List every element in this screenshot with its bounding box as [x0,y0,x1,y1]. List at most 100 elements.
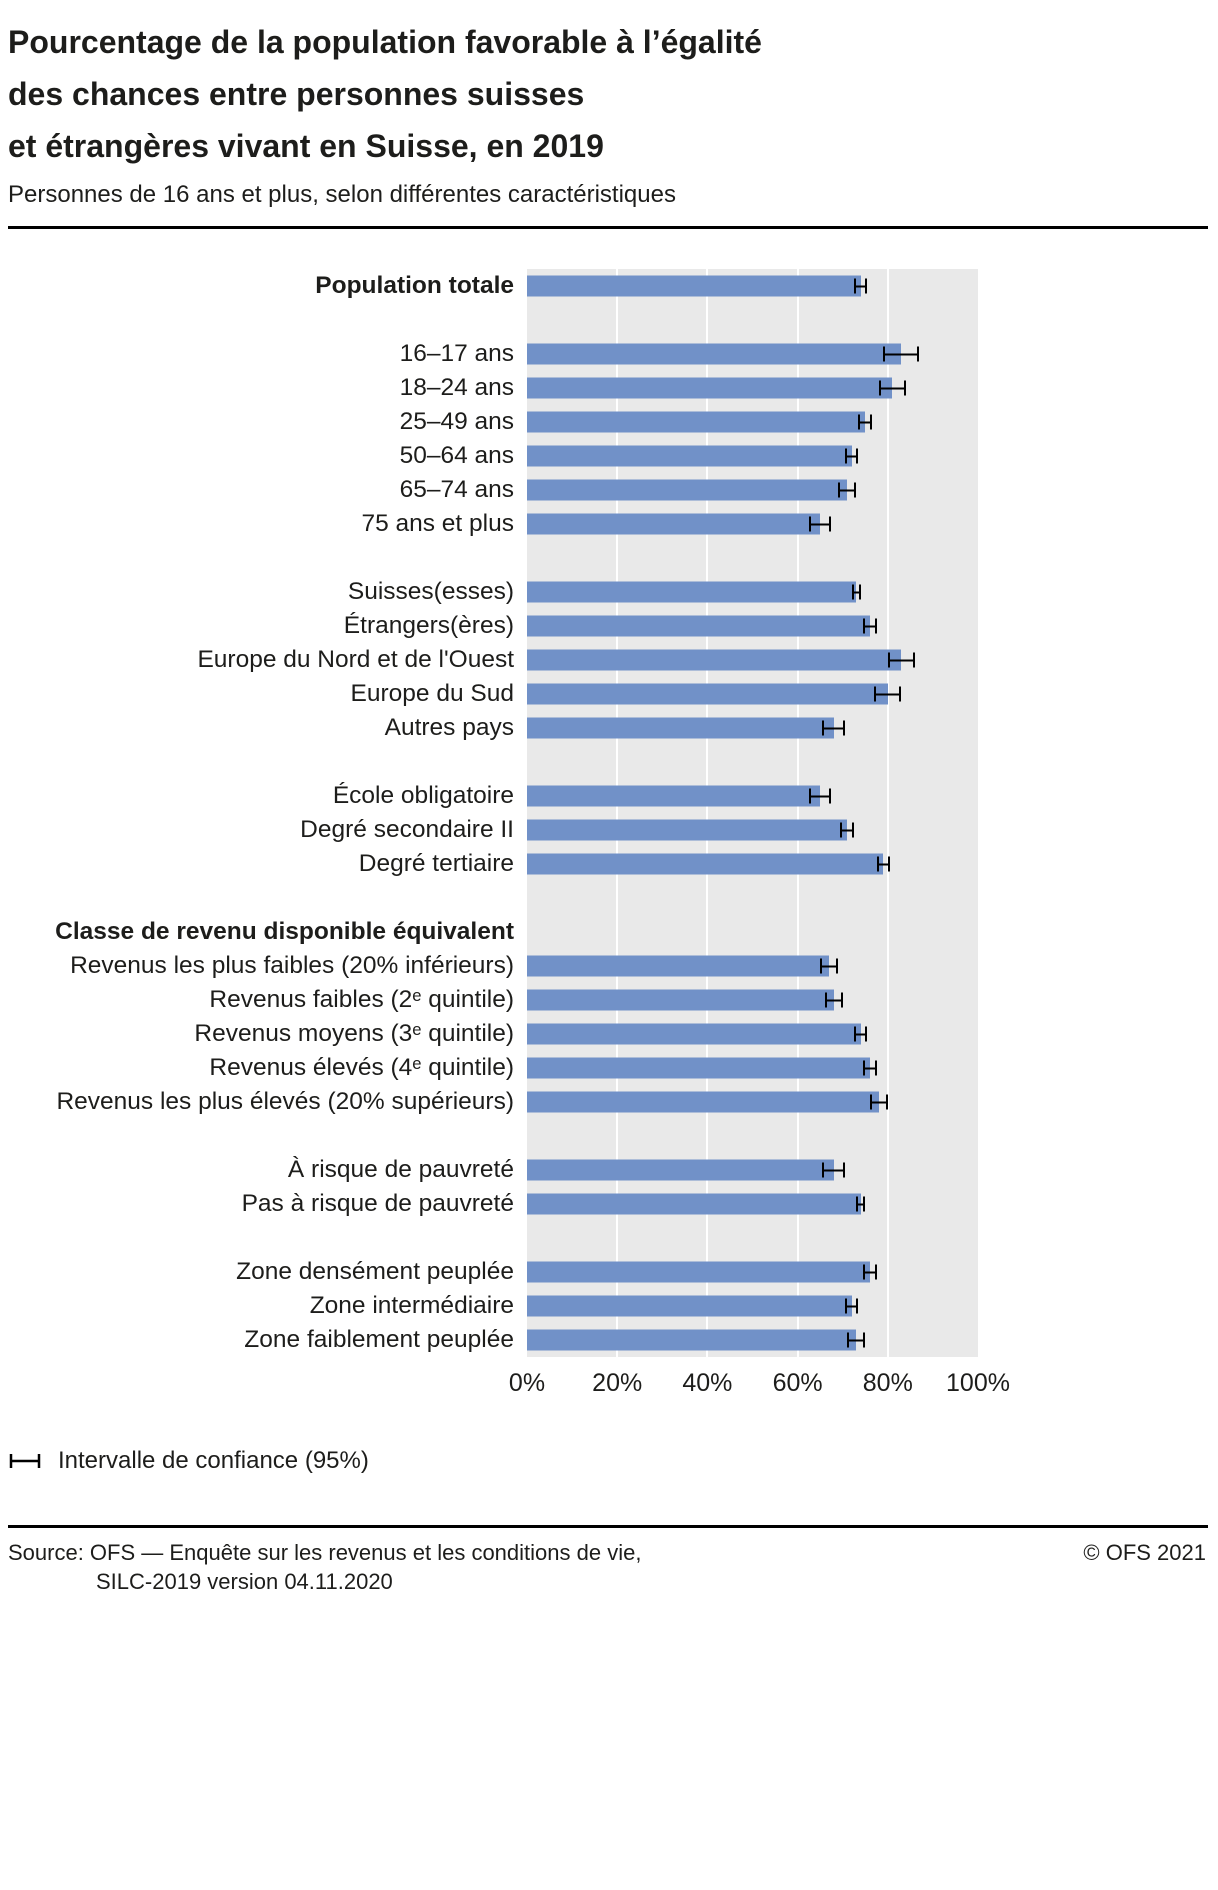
row-plot [527,915,978,949]
row-plot [527,507,978,541]
row-plot [527,949,978,983]
row-plot [527,473,978,507]
row-plot [527,677,978,711]
row-plot [527,711,978,745]
row-plot [527,337,978,371]
legend-label: Intervalle de confiance (95%) [58,1447,369,1474]
row-label: Zone faiblement peuplée [244,1326,514,1353]
chart-group-header-row: Classe de revenu disponible équivalent [8,915,1208,949]
chart-bar-row: 75 ans et plus [8,507,1208,541]
error-bar [808,788,832,804]
row-plot [527,303,978,337]
row-label: École obligatoire [332,782,514,809]
error-bar [822,720,845,736]
row-label: Revenus faibles (2ᵉ quintile) [209,986,514,1013]
row-plot [527,1289,978,1323]
value-bar [527,275,861,297]
row-plot [527,1187,978,1221]
error-bar [858,414,872,430]
chart-bar-row: À risque de pauvreté [8,1153,1208,1187]
row-label: 25–49 ans [399,408,514,435]
row-label: Degré tertiaire [358,850,514,877]
value-bar [527,1057,870,1079]
chart-bar-row: Degré tertiaire [8,847,1208,881]
chart-bar-row: 25–49 ans [8,405,1208,439]
source-note: Source: OFS — Enquête sur les revenus et… [8,1538,641,1596]
chart-bar-row: Revenus les plus faibles (20% inférieurs… [8,949,1208,983]
error-bar [862,1264,877,1280]
chart-bar-row: Population totale [8,269,1208,303]
value-bar [527,445,852,467]
value-bar [527,343,902,365]
row-plot [527,745,978,779]
footer: Source: OFS — Enquête sur les revenus et… [8,1538,1208,1596]
row-label: Autres pays [384,714,514,741]
value-bar [527,989,834,1011]
chart-bar-row: Revenus élevés (4ᵉ quintile) [8,1051,1208,1085]
row-plot [527,1255,978,1289]
chart-bar-row: Revenus faibles (2ᵉ quintile) [8,983,1208,1017]
x-tick-label: 80% [862,1369,913,1397]
row-label: Revenus les plus élevés (20% supérieurs) [56,1088,514,1115]
row-plot [527,1221,978,1255]
value-bar [527,1329,857,1351]
row-label: Étrangers(ères) [343,612,514,639]
value-bar [527,1091,879,1113]
chart-plot-area: Population totale 16–17 ans 18–24 ans 25–49… [8,269,1208,1357]
error-bar [878,380,906,396]
row-label: Suisses(esses) [347,578,514,605]
x-tick-label: 60% [772,1369,823,1397]
bar-chart: Population totale 16–17 ans 18–24 ans 25–49… [8,269,1208,1401]
chart-bar-row: Europe du Sud [8,677,1208,711]
value-bar [527,581,857,603]
row-plot [527,1085,978,1119]
value-bar [527,1023,861,1045]
row-label: Degré secondaire II [300,816,514,843]
error-bar [853,278,868,294]
copyright: © OFS 2021 [1083,1540,1206,1565]
chart-bar-row: Zone densément peuplée [8,1255,1208,1289]
row-label: Revenus moyens (3ᵉ quintile) [194,1020,514,1047]
value-bar [527,479,848,501]
chart-bar-row: Autres pays [8,711,1208,745]
value-bar [527,955,830,977]
row-plot [527,1017,978,1051]
gridline [796,269,799,1357]
row-plot [527,881,978,915]
source-line-1: Source: OFS — Enquête sur les revenus et… [8,1540,642,1565]
confidence-interval-icon [9,1454,41,1468]
error-bar [824,992,843,1008]
chart-bar-row: 18–24 ans [8,371,1208,405]
error-bar [851,584,861,600]
chart-subtitle: Personnes de 16 ans et plus, selon diffé… [8,181,676,208]
value-bar [527,853,884,875]
x-tick-label: 40% [682,1369,733,1397]
row-label: Population totale [315,272,514,299]
row-plot [527,439,978,473]
value-bar [527,377,893,399]
row-plot [527,575,978,609]
value-bar [527,717,834,739]
row-plot [527,541,978,575]
error-bar [862,1060,877,1076]
header-divider [8,226,1208,229]
chart-bar-row: Europe du Nord et de l'Ouest [8,643,1208,677]
x-tick-label: 20% [592,1369,643,1397]
chart-bar-row: Zone faiblement peuplée [8,1323,1208,1357]
row-plot [527,1153,978,1187]
chart-bar-row: 65–74 ans [8,473,1208,507]
row-plot [527,609,978,643]
value-bar [527,819,848,841]
gridline [706,269,709,1357]
value-bar [527,649,902,671]
error-bar [844,1298,859,1314]
error-bar [838,482,857,498]
chart-spacer-row [8,541,1208,575]
row-label: 16–17 ans [399,340,514,367]
row-label: Revenus les plus faibles (20% inférieurs… [70,952,514,979]
row-label: 18–24 ans [399,374,514,401]
error-bar [869,1094,888,1110]
row-label: 75 ans et plus [361,510,514,537]
row-label: Revenus élevés (4ᵉ quintile) [209,1054,514,1081]
chart-spacer-row [8,881,1208,915]
